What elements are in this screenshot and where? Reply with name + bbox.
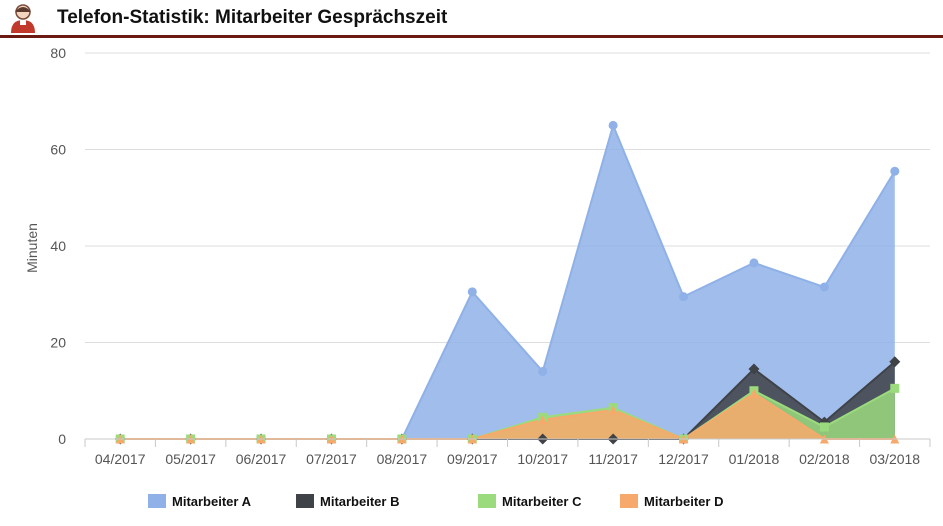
legend-swatch — [148, 494, 166, 508]
legend-swatch — [296, 494, 314, 508]
data-point — [748, 363, 760, 375]
page-title: Telefon-Statistik: Mitarbeiter Gesprächs… — [57, 7, 448, 28]
data-point — [819, 422, 829, 432]
y-axis-label: Minuten — [24, 223, 40, 273]
x-tick-label: 02/2018 — [799, 451, 850, 467]
y-tick-label: 80 — [50, 45, 66, 61]
legend-label: Mitarbeiter C — [502, 494, 582, 509]
series-areas — [120, 122, 896, 441]
data-point — [467, 287, 477, 297]
data-point — [890, 166, 900, 176]
legend: Mitarbeiter A Mitarbeiter B Mitarbeiter C M… — [148, 494, 723, 509]
y-tick-label: 60 — [50, 142, 66, 158]
x-tick-label: 07/2017 — [306, 451, 357, 467]
data-point — [538, 415, 548, 425]
data-point — [749, 258, 759, 268]
y-tick-label: 40 — [50, 238, 66, 254]
data-point — [608, 405, 618, 415]
x-tick-label: 06/2017 — [236, 451, 287, 467]
data-point — [679, 292, 689, 302]
data-point — [608, 120, 618, 130]
legend-swatch — [478, 494, 496, 508]
x-tick-label: 01/2018 — [729, 451, 780, 467]
legend-label: Mitarbeiter D — [644, 494, 723, 509]
x-tick-label: 09/2017 — [447, 451, 498, 467]
x-tick-label: 12/2017 — [658, 451, 709, 467]
x-tick-label: 04/2017 — [95, 451, 146, 467]
data-point — [749, 388, 759, 398]
data-point — [538, 366, 548, 376]
y-tick-label: 0 — [58, 431, 66, 447]
data-point — [819, 282, 829, 292]
x-tick-label: 05/2017 — [165, 451, 216, 467]
legend-label: Mitarbeiter A — [172, 494, 252, 509]
x-tick-label: 10/2017 — [517, 451, 568, 467]
axes: 0 20 40 60 80 04/2017 05/2017 06/2017 07/2017 08/… — [50, 45, 931, 467]
user-avatar-icon — [11, 4, 35, 33]
data-point — [889, 356, 901, 368]
series-area — [120, 125, 895, 439]
data-point — [890, 383, 900, 393]
x-tick-label: 08/2017 — [377, 451, 428, 467]
legend-label: Mitarbeiter B — [320, 494, 399, 509]
area-chart: 0 20 40 60 80 04/2017 05/2017 06/2017 07/2017 08/… — [24, 45, 931, 509]
x-tick-label: 11/2017 — [588, 451, 638, 467]
page-header: Telefon-Statistik: Mitarbeiter Gesprächs… — [0, 0, 943, 38]
y-tick-label: 20 — [50, 335, 66, 351]
legend-swatch — [620, 494, 638, 508]
x-tick-label: 03/2018 — [869, 451, 920, 467]
